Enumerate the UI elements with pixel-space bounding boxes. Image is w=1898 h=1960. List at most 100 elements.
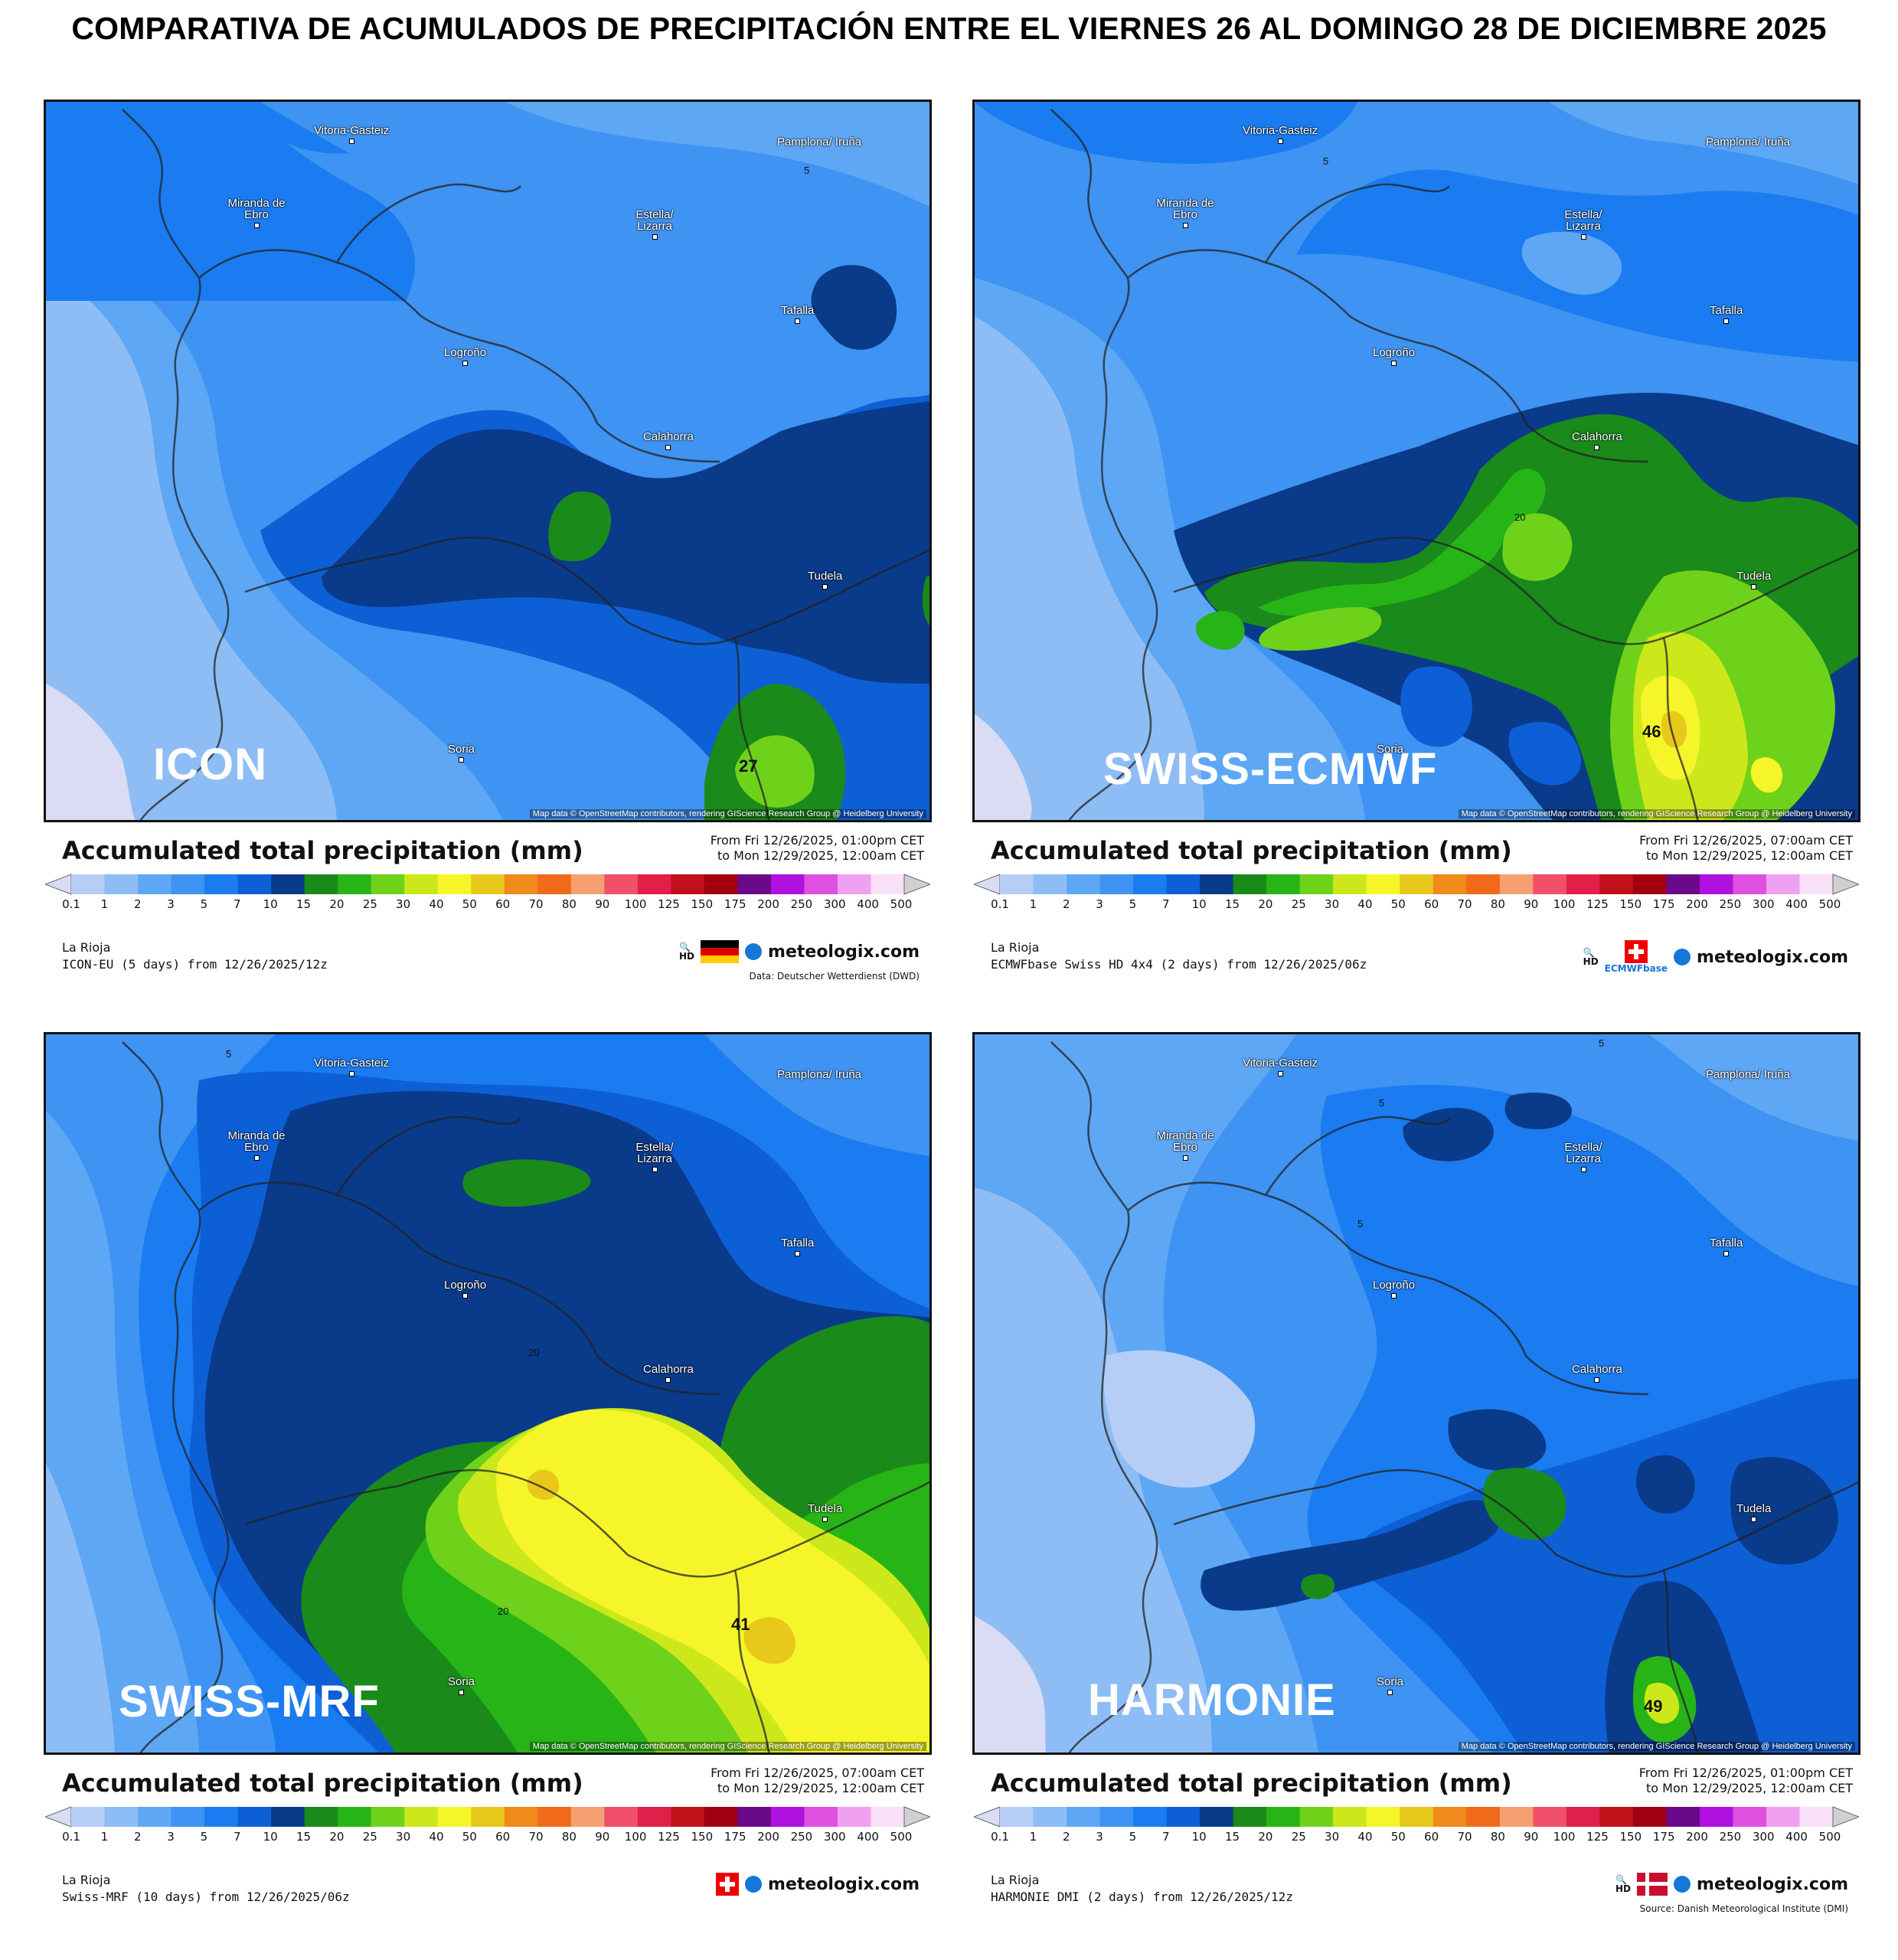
scale-tick-label: 60 bbox=[1424, 1830, 1439, 1844]
scale-tick-label: 30 bbox=[396, 897, 411, 911]
scale-swatch bbox=[1599, 1807, 1634, 1827]
scale-tick-label: 100 bbox=[1553, 1830, 1576, 1844]
scale-tick-label: 2 bbox=[1062, 897, 1070, 911]
brand-block: meteologix.com bbox=[716, 1873, 920, 1896]
scale-tick-label: 400 bbox=[857, 1830, 879, 1844]
scale-tick-label: 150 bbox=[691, 1830, 714, 1844]
scale-swatch bbox=[1733, 1807, 1767, 1827]
brand-block: 🔍 HD ECMWFbase meteologix.com bbox=[1583, 940, 1848, 974]
scale-tick-label: 25 bbox=[362, 897, 377, 911]
city-label-estella: Estella/ Lizarra bbox=[1553, 1142, 1614, 1172]
scale-swatch bbox=[1233, 1807, 1267, 1827]
region-name: La Rioja bbox=[991, 940, 1040, 955]
scale-tick-label: 50 bbox=[1390, 1830, 1406, 1844]
city-label-tafalla: Tafalla bbox=[1710, 1237, 1743, 1256]
scale-tick-label: 20 bbox=[329, 897, 345, 911]
meteologix-globe-icon bbox=[1674, 949, 1691, 965]
region-name: La Rioja bbox=[62, 1873, 111, 1887]
scale-tick-label: 150 bbox=[691, 897, 714, 911]
precipitation-map[interactable]: Vitoria-Gasteiz Pamplona/ Iruña Miranda … bbox=[44, 100, 932, 822]
city-label-vitoria: Vitoria-Gasteiz bbox=[1243, 125, 1318, 144]
city-label-miranda: Miranda de Ebro bbox=[226, 198, 287, 228]
brand-name[interactable]: meteologix.com bbox=[1697, 1874, 1848, 1894]
city-label-calahorra: Calahorra bbox=[643, 431, 694, 450]
brand-name[interactable]: meteologix.com bbox=[1697, 947, 1848, 967]
scale-swatch bbox=[1432, 874, 1467, 894]
map-canvas bbox=[46, 1034, 929, 1753]
precipitation-map[interactable]: Vitoria-Gasteiz Pamplona/ Iruña Miranda … bbox=[44, 1032, 932, 1755]
scale-swatch bbox=[1133, 874, 1168, 894]
city-label-soria: Soria bbox=[448, 743, 475, 763]
scale-swatch bbox=[1499, 1807, 1534, 1827]
scale-tick-label: 500 bbox=[890, 1830, 913, 1844]
scale-swatch bbox=[1099, 874, 1134, 894]
scale-tick-label: 200 bbox=[757, 1830, 779, 1844]
scale-tick-label: 3 bbox=[167, 897, 175, 911]
city-label-vitoria: Vitoria-Gasteiz bbox=[1243, 1057, 1318, 1076]
scale-tick-label: 5 bbox=[200, 897, 208, 911]
scale-swatch bbox=[1566, 1807, 1600, 1827]
city-label-miranda: Miranda de Ebro bbox=[1155, 198, 1216, 228]
scale-swatch bbox=[71, 1807, 106, 1827]
scale-tick-label: 80 bbox=[561, 897, 577, 911]
scale-swatch bbox=[504, 874, 538, 894]
scale-tick-label: 125 bbox=[1586, 897, 1609, 911]
contour-label: 5 bbox=[1357, 1218, 1364, 1230]
scale-tick-label: 500 bbox=[890, 897, 913, 911]
scale-tick-label: 30 bbox=[1325, 1830, 1340, 1844]
legend-date-range: From Fri 12/26/2025, 07:00am CET to Mon 1… bbox=[1639, 833, 1853, 863]
city-label-tudela: Tudela bbox=[808, 570, 842, 590]
switzerland-flag-icon bbox=[716, 1873, 740, 1896]
scale-tick-label: 70 bbox=[1457, 1830, 1472, 1844]
map-canvas bbox=[975, 1034, 1858, 1753]
city-label-estella: Estella/ Lizarra bbox=[624, 209, 685, 240]
scale-tick-label: 70 bbox=[528, 897, 544, 911]
scale-tick-label: 300 bbox=[823, 1830, 846, 1844]
scale-swatch bbox=[1266, 1807, 1301, 1827]
scale-swatch bbox=[1400, 874, 1434, 894]
scale-arrow-left bbox=[45, 874, 72, 895]
scale-arrow-left bbox=[45, 1806, 72, 1828]
precipitation-map[interactable]: Vitoria-Gasteiz Pamplona/ Iruña Miranda … bbox=[972, 100, 1860, 822]
scale-swatch bbox=[138, 1807, 172, 1827]
scale-tick-label: 125 bbox=[1586, 1830, 1609, 1844]
scale-tick-label: 1 bbox=[100, 1830, 109, 1844]
scale-tick-label: 50 bbox=[462, 1830, 477, 1844]
brand-block: 🔍 HD meteologix.com bbox=[679, 940, 920, 963]
color-scale bbox=[45, 874, 930, 895]
city-label-pamplona: Pamplona/ Iruña bbox=[1705, 136, 1791, 149]
brand-name[interactable]: meteologix.com bbox=[768, 1874, 920, 1894]
city-label-calahorra: Calahorra bbox=[643, 1364, 694, 1383]
panel-harmonie: Vitoria-Gasteiz Pamplona/ Iruña Miranda … bbox=[972, 1032, 1860, 1914]
scale-tick-label: 70 bbox=[1457, 897, 1472, 911]
scale-arrow-left bbox=[974, 1806, 1001, 1828]
scale-tick-label: 40 bbox=[429, 897, 444, 911]
scale-swatch bbox=[204, 874, 239, 894]
scale-tick-label: 20 bbox=[329, 1830, 345, 1844]
scale-swatch bbox=[1533, 874, 1567, 894]
map-canvas bbox=[975, 102, 1858, 820]
scale-swatch bbox=[1166, 1807, 1201, 1827]
scale-tick-label: 500 bbox=[1818, 897, 1841, 911]
scale-swatch bbox=[304, 1807, 338, 1827]
scale-tick-label: 10 bbox=[263, 1830, 278, 1844]
brand-name[interactable]: meteologix.com bbox=[768, 942, 920, 962]
scale-tick-label: 25 bbox=[1291, 1830, 1306, 1844]
scale-swatch bbox=[271, 874, 305, 894]
data-source: Data: Deutscher Wetterdienst (DWD) bbox=[749, 971, 920, 982]
map-attribution: Map data © OpenStreetMap contributors, r… bbox=[1458, 1742, 1855, 1751]
scale-tick-label: 250 bbox=[790, 1830, 813, 1844]
scale-arrow-right bbox=[1832, 1806, 1859, 1828]
scale-tick-label: 15 bbox=[1224, 897, 1240, 911]
scale-swatch bbox=[1799, 874, 1834, 894]
scale-tick-label: 80 bbox=[1490, 1830, 1505, 1844]
scale-tick-label: 30 bbox=[396, 1830, 411, 1844]
scale-tick-label: 300 bbox=[1752, 1830, 1775, 1844]
scale-swatch bbox=[1566, 874, 1600, 894]
scale-tick-label: 5 bbox=[1129, 1830, 1137, 1844]
precipitation-map[interactable]: Vitoria-Gasteiz Pamplona/ Iruña Miranda … bbox=[972, 1032, 1860, 1755]
color-scale bbox=[45, 1806, 930, 1828]
scale-tick-label: 5 bbox=[200, 1830, 208, 1844]
max-value-label: 49 bbox=[1644, 1697, 1663, 1716]
scale-tick-label: 80 bbox=[1490, 897, 1505, 911]
